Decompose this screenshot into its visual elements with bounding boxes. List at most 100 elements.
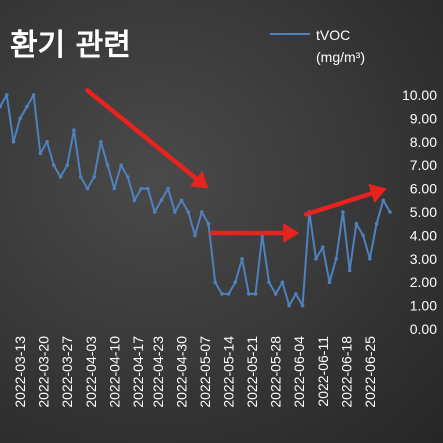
legend: tVOC (mg/m³) [270,27,365,65]
series-segment-30 [194,211,203,237]
series-segment-19 [120,164,129,178]
series-segment-50 [328,257,338,284]
data-point-4 [25,104,29,109]
arrow-shaft-2 [303,191,374,217]
y-tick-label-9: 1.00 [410,298,437,314]
data-point-19 [125,175,130,179]
data-point-42 [280,280,285,285]
data-point-5 [31,93,36,97]
series-segment-21 [133,187,143,202]
data-point-37 [246,292,251,296]
data-point-25 [166,186,170,191]
data-point-13 [85,186,90,191]
arrow-head-2 [368,183,387,203]
series-segment-37 [241,257,250,295]
data-point-24 [159,198,164,203]
series-segment-31 [200,211,210,225]
series-segment-33 [214,281,223,295]
series-segment-24 [153,199,163,213]
y-tick-label-4: 6.00 [410,181,437,197]
series-segment-16 [99,140,109,167]
series-segment-20 [126,175,136,202]
series-segment-29 [187,211,196,237]
y-tick-label-7: 3.00 [410,251,437,267]
x-tick-label-6: 2022-04-23 [150,336,166,408]
series-segment-47 [308,211,318,260]
data-point-29 [193,233,197,238]
series-segment-9 [52,164,62,178]
series-segment-46 [301,211,311,307]
series-segment-45 [294,292,304,307]
arrow-head-0 [189,170,209,189]
legend-label: tVOC [316,27,350,43]
data-point-21 [139,186,144,191]
data-point-0 [0,104,2,109]
data-point-57 [381,198,386,203]
x-tick-label-8: 2022-05-07 [197,336,213,408]
x-tick-label-7: 2022-04-30 [174,336,190,408]
data-point-3 [18,116,22,121]
y-tick-label-2: 8.00 [410,134,437,150]
data-point-51 [341,210,345,214]
series-segment-57 [375,199,385,225]
x-tick-label-4: 2022-04-10 [106,336,122,408]
series-segment-49 [321,246,331,284]
data-point-45 [300,303,305,308]
data-point-49 [327,280,332,285]
x-tick-label-15: 2022-06-25 [362,336,378,408]
x-tick-label-1: 2022-03-20 [36,336,52,408]
data-point-58 [388,210,392,214]
series-segment-43 [281,281,291,307]
data-point-41 [273,292,278,296]
y-tick-label-10: 0.00 [410,321,437,337]
x-tick-label-13: 2022-06-11 [315,336,331,407]
y-tick-label-5: 5.00 [410,204,437,220]
annotation-arrows [85,88,387,244]
series-segment-40 [261,234,270,284]
series-segment-7 [39,140,49,155]
data-point-48 [320,245,325,249]
x-tick-label-11: 2022-05-28 [268,336,284,408]
data-point-56 [374,221,379,226]
x-tick-label-2: 2022-03-27 [59,336,75,408]
legend-unit: (mg/m³) [316,49,365,65]
data-point-50 [334,257,339,261]
data-point-10 [65,163,70,167]
data-point-47 [314,257,318,261]
series-segment-44 [288,292,297,307]
series-segment-42 [274,281,284,295]
series-segment-58 [382,199,391,213]
data-point-27 [179,198,184,203]
x-axis: 2022-03-13 2022-03-20 2022-03-27 2022-04-03… [12,336,378,408]
data-point-32 [213,280,217,285]
series-segment-5 [25,94,35,108]
data-point-53 [354,221,359,226]
data-point-14 [92,175,96,179]
series-segment-39 [254,234,264,295]
data-point-34 [226,292,231,296]
series-segment-27 [173,199,183,213]
series-segment-26 [167,187,176,213]
y-tick-label-8: 2.00 [410,274,437,290]
data-point-33 [220,292,224,296]
series-segment-56 [368,222,378,260]
data-point-15 [99,140,103,144]
arrow-shaft-0 [85,88,199,181]
data-point-26 [173,210,177,214]
series-segment-36 [234,257,244,284]
series-segment-1 [0,94,8,108]
series-segment-11 [66,129,75,167]
x-tick-label-0: 2022-03-13 [12,336,28,408]
y-tick-label-3: 7.00 [410,157,437,173]
data-point-38 [253,292,258,296]
x-tick-label-10: 2022-05-21 [244,336,260,408]
data-point-22 [146,186,150,191]
series-segment-2 [5,94,15,143]
data-point-31 [206,221,211,226]
series-segment-13 [79,175,89,190]
series-segment-4 [19,105,28,120]
series-segment-53 [348,222,358,272]
series-segment-6 [32,94,42,155]
data-point-20 [132,198,137,203]
